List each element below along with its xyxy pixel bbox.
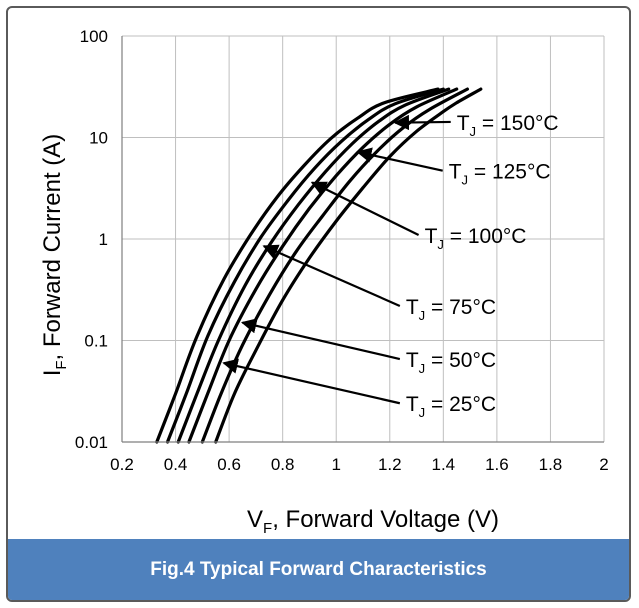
series-curve-tj-150 [155, 87, 440, 444]
y-tick-label: 0.01 [75, 433, 108, 452]
x-axis-label-rest: , Forward Voltage (V) [272, 506, 499, 533]
figure-caption: Fig.4 Typical Forward Characteristics [8, 539, 629, 600]
annotation-arrow [240, 318, 401, 361]
x-tick-label: 0.6 [217, 455, 241, 474]
grid [121, 35, 605, 443]
x-axis-label: VF, Forward Voltage (V) [247, 506, 499, 537]
x-tick-label: 0.2 [110, 455, 134, 474]
y-axis-label-rest: , Forward Current (A) [39, 134, 66, 361]
annotation-arrow [222, 358, 401, 405]
annotation-layer: TJ = 150°C TJ = 125°C TJ = 100°C TJ = 75°C T… [222, 112, 559, 420]
x-tick-label: 1.8 [539, 455, 563, 474]
annotation-label: TJ = 125°C [449, 161, 551, 188]
y-axis-label: IF, Forward Current (A) [39, 134, 70, 377]
annotation-label: TJ = 75°C [406, 296, 496, 323]
figure-frame: 0.2 0.4 0.6 0.8 1 1.2 1.4 1.6 1.8 2 0.01 0.1 1 10 100 … [6, 6, 631, 602]
axes: 0.2 0.4 0.6 0.8 1 1.2 1.4 1.6 1.8 2 0.01 0.1 1 10 100 [75, 27, 609, 474]
series-curve-tj-100 [176, 87, 451, 444]
y-tick-label: 0.1 [84, 332, 108, 351]
annotation-label: TJ = 50°C [406, 349, 496, 376]
x-tick-label: 0.8 [271, 455, 295, 474]
x-tick-label: 1.6 [485, 455, 509, 474]
annotation-arrow [393, 114, 451, 131]
annotation-arrow [262, 244, 401, 307]
y-tick-label: 10 [89, 129, 108, 148]
y-axis-label-sub: F [53, 360, 70, 369]
x-axis-label-main: V [247, 506, 263, 533]
y-tick-label: 1 [99, 230, 108, 249]
series-curve-tj-125 [165, 87, 445, 444]
annotation-arrow [310, 181, 420, 236]
x-tick-label: 1 [331, 455, 340, 474]
x-axis-label-sub: F [263, 520, 272, 537]
x-tick-label: 1.2 [378, 455, 402, 474]
annotation-label: TJ = 100°C [425, 225, 527, 252]
x-tick-label: 1.4 [432, 455, 456, 474]
x-tick-label: 0.4 [164, 455, 188, 474]
series-layer [155, 87, 483, 444]
y-axis-label-main: I [39, 370, 66, 377]
x-tick-label: 2 [599, 455, 608, 474]
annotation-arrow [356, 147, 443, 172]
annotation-label: TJ = 25°C [406, 393, 496, 420]
y-tick-label: 100 [80, 27, 108, 46]
annotation-label: TJ = 150°C [457, 112, 559, 139]
series-curve-tj-25 [214, 87, 483, 444]
figure-caption-text: Fig.4 Typical Forward Characteristics [150, 558, 487, 580]
forward-characteristics-chart: 0.2 0.4 0.6 0.8 1 1.2 1.4 1.6 1.8 20.010.1110100 … [39, 27, 609, 537]
